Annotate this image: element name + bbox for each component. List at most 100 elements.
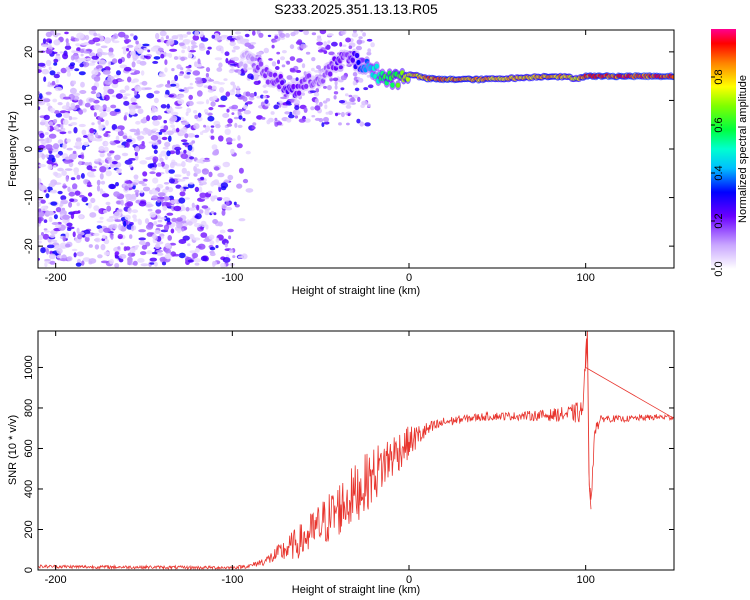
spectrogram-noise-speck (217, 221, 223, 227)
spectrogram-noise-speck (352, 80, 357, 86)
spectrogram-noise-speck (99, 152, 105, 158)
spectrogram-noise-speck (115, 135, 120, 142)
spectrogram-noise-speck (273, 104, 280, 110)
spectrogram-noise-speck (238, 115, 243, 120)
spectrogram-noise-speck (193, 223, 202, 228)
spectrogram-noise-speck (99, 113, 105, 118)
spectrogram-noise-speck (276, 121, 283, 126)
spectrogram-noise-speck (173, 56, 179, 60)
spectrogram-noise-speck (44, 120, 49, 127)
spectrogram-noise-speck (328, 110, 333, 116)
spectrogram-noise-speck (213, 179, 219, 184)
spectrogram-ridge-point (350, 57, 355, 63)
spectrogram-noise-speck (242, 96, 248, 102)
snr-y-tick-label: 200 (23, 520, 35, 538)
spectrogram-noise-speck (141, 183, 147, 187)
spectrogram-noise-speck (114, 254, 118, 259)
spectrogram-noise-speck (301, 63, 306, 69)
spectrogram-noise-speck (318, 118, 324, 123)
spectrogram-noise-speck (345, 101, 353, 106)
spectrogram-noise-speck (207, 89, 214, 93)
spectrogram-noise-speck (96, 225, 103, 230)
spectrogram-noise-speck (202, 159, 211, 163)
spectrogram-noise-speck (136, 128, 140, 135)
spectrogram-noise-speck (94, 132, 99, 138)
spectrogram-noise-speck (176, 227, 182, 231)
spectrogram-noise-speck (79, 90, 87, 94)
spectrogram-noise-speck (96, 185, 101, 192)
spectrogram-noise-speck (334, 84, 338, 90)
spectrogram-noise-speck (70, 117, 78, 120)
spectrogram-noise-speck (106, 218, 115, 223)
spectrogram-noise-speck (60, 199, 69, 205)
spectrogram-noise-speck (271, 61, 277, 67)
spectrogram-noise-speck (171, 111, 179, 116)
spectrogram-noise-speck (103, 227, 111, 233)
spectrogram-noise-speck (203, 109, 209, 114)
spectrogram-noise-speck (170, 83, 177, 87)
spectrogram-noise-speck (190, 41, 197, 46)
spectrogram-noise-speck (87, 202, 92, 209)
spectrogram-noise-speck (108, 183, 116, 190)
spectrogram-noise-speck (86, 57, 92, 62)
spectrogram-noise-speck (38, 217, 42, 224)
spectrogram-noise-speck (264, 99, 269, 104)
spectrogram-noise-speck (116, 145, 125, 148)
spectrogram-noise-speck (43, 219, 48, 224)
spectrogram-noise-speck (128, 105, 137, 111)
spectrogram-noise-speck (126, 183, 134, 188)
spectrogram-noise-speck (180, 153, 189, 160)
spectrogram-noise-speck (144, 218, 150, 224)
spectrogram-noise-speck (38, 100, 46, 106)
spectrogram-noise-speck (187, 144, 193, 151)
spectrogram-noise-speck (175, 82, 180, 89)
spectrogram-noise-speck (111, 161, 118, 165)
spectrogram-noise-speck (86, 171, 95, 177)
spectrogram-noise-speck (340, 87, 345, 91)
spectrogram-noise-speck (53, 39, 61, 46)
spectrogram-noise-speck (194, 79, 203, 85)
spectrogram-noise-speck (91, 122, 95, 126)
spectrogram-noise-speck (40, 199, 46, 204)
spectrogram-x-axis-label: Height of straight line (km) (292, 285, 420, 297)
spectrogram-noise-speck (155, 172, 162, 177)
spectrogram-noise-speck (94, 237, 101, 243)
spectrogram-noise-speck (211, 144, 218, 151)
spectrogram-noise-speck (245, 91, 251, 97)
spectrogram-noise-speck (212, 149, 219, 156)
spectrogram-noise-speck (139, 60, 147, 66)
spectrogram-noise-speck (38, 138, 45, 142)
spectrogram-noise-speck (357, 76, 361, 80)
spectrogram-noise-speck (178, 73, 184, 76)
spectrogram-noise-speck (123, 220, 127, 227)
spectrogram-noise-speck (117, 31, 126, 38)
snr-x-tick-label: 100 (576, 574, 594, 586)
spectrogram-noise-speck (111, 223, 118, 229)
spectrogram-noise-speck (38, 163, 46, 168)
spectrogram-noise-speck (224, 242, 228, 248)
spectrogram-noise-speck (151, 167, 157, 171)
spectrogram-noise-speck (180, 139, 188, 143)
spectrogram-noise-speck (56, 248, 63, 254)
spectrogram-noise-speck (116, 79, 125, 82)
spectrogram-noise-speck (230, 68, 235, 72)
spectrogram-noise-speck (310, 106, 315, 111)
spectrogram-noise-speck (354, 87, 360, 92)
spectrogram-ridge-point (671, 75, 674, 79)
spectrogram-noise-speck (61, 170, 67, 176)
spectrogram-noise-speck (181, 121, 190, 126)
spectrogram-noise-speck (245, 150, 251, 155)
spectrogram-noise-speck (153, 90, 160, 94)
spectrogram-noise-speck (124, 112, 129, 115)
spectrogram-noise-speck (316, 65, 321, 70)
spectrogram-noise-speck (107, 152, 112, 157)
spectrogram-noise-speck (215, 237, 220, 243)
spectrogram-noise-speck (126, 44, 134, 48)
spectrogram-noise-speck (215, 245, 219, 249)
spectrogram-noise-speck (285, 33, 290, 38)
spectrogram-noise-speck (117, 58, 123, 64)
spectrogram-noise-speck (225, 91, 231, 97)
spectrogram-noise-speck (53, 125, 59, 131)
